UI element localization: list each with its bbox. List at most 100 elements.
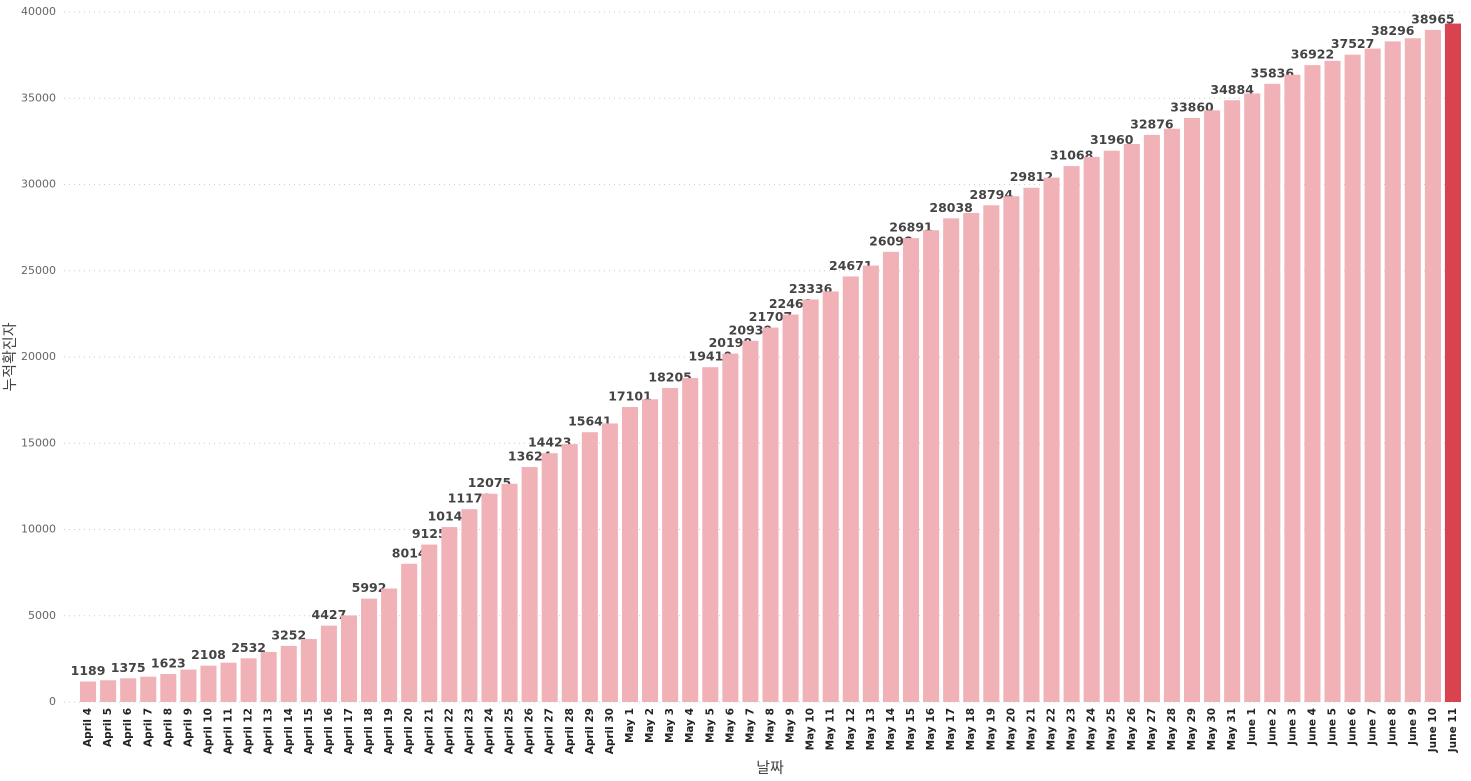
x-tick-label: May 10	[805, 708, 817, 750]
x-tick-label: May 20	[1005, 708, 1017, 750]
value-label: 14423	[528, 435, 572, 450]
x-tick-label: June 4	[1306, 708, 1318, 746]
bar	[361, 598, 378, 702]
x-tick-label: April 14	[283, 708, 295, 754]
bar	[320, 625, 337, 702]
value-label: 20939	[729, 322, 773, 337]
value-label: 10141	[428, 509, 472, 524]
value-label: 28794	[970, 187, 1014, 202]
bar	[923, 230, 940, 702]
bar	[461, 509, 478, 702]
x-tick-label: May 9	[785, 708, 797, 743]
value-label: 4427	[312, 607, 347, 622]
value-label: 2532	[231, 640, 266, 655]
x-tick-label: May 5	[704, 708, 716, 743]
x-tick-label: April 6	[122, 708, 134, 747]
x-tick-label: April 12	[243, 708, 255, 754]
x-tick-label: May 28	[1166, 708, 1178, 750]
x-tick-label: May 30	[1206, 708, 1218, 750]
value-label: 24671	[829, 258, 873, 273]
bar	[120, 678, 137, 702]
x-tick-label: May 2	[644, 708, 656, 743]
x-tick-label: April 5	[102, 708, 114, 747]
bar	[1424, 29, 1441, 702]
y-tick-label: 5000	[28, 609, 56, 622]
y-tick-label: 20000	[21, 350, 56, 363]
x-tick-label: April 22	[443, 708, 455, 754]
value-label: 8014	[392, 545, 427, 560]
x-tick-label: May 22	[1046, 708, 1058, 750]
x-tick-label: April 19	[383, 708, 395, 754]
y-tick-label: 15000	[21, 436, 56, 449]
bar	[561, 444, 578, 702]
x-tick-label: June 6	[1347, 708, 1359, 746]
value-label: 26891	[889, 220, 933, 235]
value-label: 3252	[271, 627, 306, 642]
bar	[80, 681, 97, 702]
value-label: 12075	[468, 475, 512, 490]
bar	[300, 639, 317, 702]
bar	[1003, 196, 1020, 703]
bar	[822, 291, 839, 702]
bar	[521, 466, 538, 702]
bar	[902, 238, 920, 702]
value-label: 32876	[1130, 116, 1174, 131]
x-tick-label: May 27	[1146, 708, 1158, 750]
value-label: 15641	[568, 414, 612, 429]
bar	[200, 665, 217, 702]
x-tick-label: April 27	[544, 708, 556, 754]
bar	[1023, 187, 1040, 703]
x-tick-label: April 13	[263, 708, 275, 754]
value-label: 1623	[151, 656, 186, 671]
x-axis-label: 날짜	[756, 759, 784, 777]
bar	[1043, 177, 1060, 703]
value-label: 5992	[352, 580, 387, 595]
bar	[140, 676, 157, 702]
bar	[1384, 41, 1401, 703]
bar	[642, 399, 659, 702]
bar	[882, 251, 899, 702]
y-tick-label: 25000	[21, 264, 56, 277]
x-tick-label: April 21	[423, 708, 435, 754]
bar	[862, 265, 879, 702]
bar	[702, 367, 719, 702]
bar	[100, 680, 117, 702]
value-label: 34884	[1210, 82, 1254, 97]
x-tick-label: May 17	[945, 708, 957, 750]
y-tick-label: 40000	[21, 5, 56, 18]
bar	[280, 645, 297, 702]
value-label: 11178	[448, 491, 492, 506]
x-tick-label: April 20	[403, 708, 415, 754]
x-tick-label: April 15	[303, 708, 315, 754]
value-label: 23336	[789, 281, 833, 296]
x-tick-label: April 11	[223, 708, 235, 754]
bar	[240, 658, 257, 702]
bar	[1224, 100, 1241, 703]
value-label: 31960	[1090, 132, 1134, 147]
bar	[1304, 65, 1321, 702]
bar	[340, 615, 358, 702]
x-tick-label: June 9	[1407, 708, 1419, 746]
x-tick-label: April 17	[343, 708, 355, 754]
value-label: 26098	[869, 233, 913, 248]
bar	[963, 212, 980, 702]
x-tick-label: April 30	[604, 708, 616, 754]
value-label: 17101	[608, 389, 652, 404]
value-label: 1375	[111, 660, 146, 675]
x-tick-label: April 28	[564, 708, 576, 754]
bar	[621, 407, 639, 702]
x-tick-label: May 15	[905, 708, 917, 750]
x-tick-label: June 7	[1367, 708, 1379, 746]
x-tick-label: May 24	[1086, 708, 1098, 750]
x-tick-label: May 8	[765, 708, 777, 743]
bar	[1204, 110, 1221, 702]
value-label: 13624	[508, 448, 552, 463]
x-tick-label: May 14	[885, 708, 897, 750]
bar	[1163, 128, 1180, 703]
y-tick-label: 10000	[21, 523, 56, 536]
bar	[1083, 156, 1100, 702]
bar	[1264, 83, 1281, 703]
x-tick-label: May 11	[825, 708, 837, 750]
y-tick-label: 30000	[21, 178, 56, 191]
